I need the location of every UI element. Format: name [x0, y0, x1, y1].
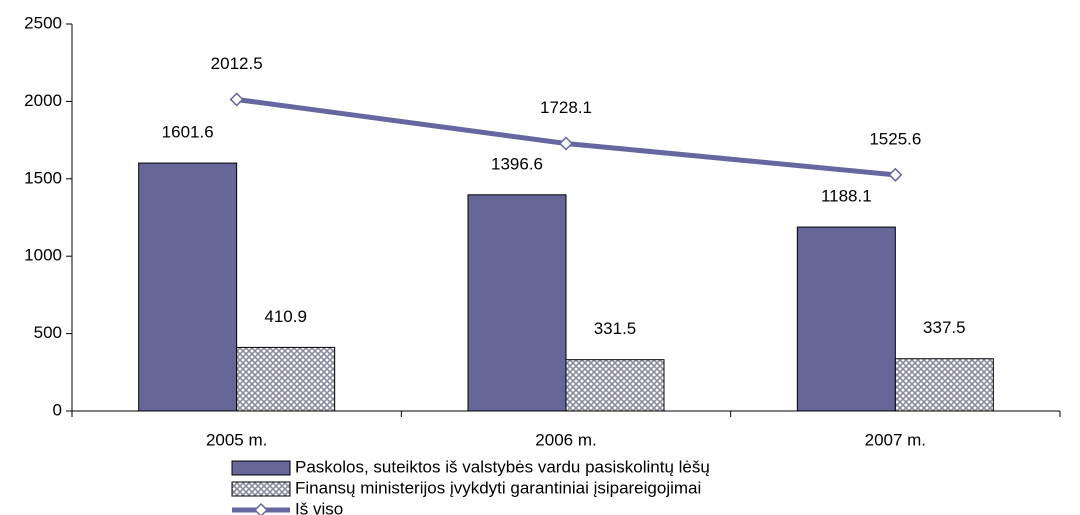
legend-swatch [231, 460, 291, 476]
legend-swatch [231, 481, 291, 497]
x-tick-label: 2005 m. [206, 430, 267, 449]
data-label: 337.5 [923, 318, 966, 337]
y-tick-label: 0 [53, 400, 62, 419]
data-label: 410.9 [264, 307, 307, 326]
data-label: 1396.6 [491, 154, 543, 173]
bar [894, 358, 994, 412]
legend-label: Finansų ministerijos įvykdyti garantinia… [295, 478, 701, 497]
bar [565, 359, 665, 412]
x-tick-label: 2006 m. [535, 430, 596, 449]
y-tick-label: 1500 [24, 168, 62, 187]
y-tick-label: 500 [34, 323, 62, 342]
bar [796, 226, 896, 412]
data-label: 1601.6 [162, 123, 214, 142]
bar [467, 194, 567, 412]
legend-label: Paskolos, suteiktos iš valstybės vardu p… [295, 457, 710, 476]
data-label: 2012.5 [211, 54, 263, 73]
data-label: 1188.1 [821, 187, 872, 206]
marker [558, 136, 574, 151]
data-label: 331.5 [594, 319, 637, 338]
bar [138, 162, 238, 412]
legend-marker [253, 502, 269, 515]
data-label: 1525.6 [869, 129, 921, 148]
marker [229, 92, 244, 107]
y-tick-label: 2000 [24, 91, 62, 110]
data-label: 1728.1 [540, 98, 592, 117]
y-tick-label: 2500 [24, 13, 62, 32]
y-tick-label: 1000 [24, 246, 62, 265]
bar [236, 346, 336, 412]
marker [888, 167, 903, 182]
legend-label: Iš viso [295, 499, 343, 515]
x-tick-label: 2007 m. [865, 430, 926, 449]
